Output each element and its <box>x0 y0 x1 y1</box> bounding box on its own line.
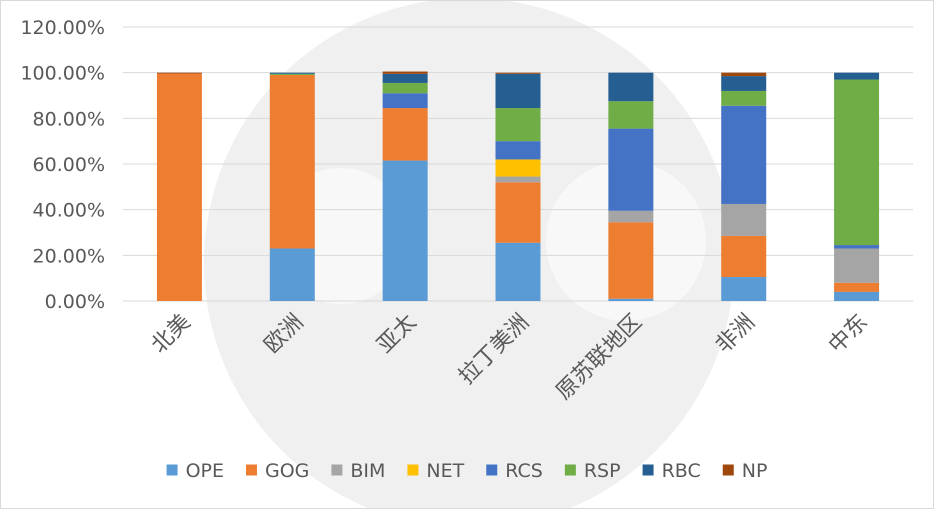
legend-swatch-net <box>407 464 419 476</box>
bar-segment-np <box>382 71 428 74</box>
bar-segment-np <box>156 72 202 74</box>
watermark-logo <box>204 0 734 512</box>
legend-label-rcs: RCS <box>505 460 543 482</box>
bar-segment-rsp <box>834 79 880 246</box>
legend-swatch-bim <box>331 464 343 476</box>
legend-swatch-np <box>722 464 734 476</box>
bar-segment-gog <box>495 182 541 243</box>
x-tick-label: 中东 <box>824 310 873 359</box>
y-axis-tick-labels: 0.00% 20.00% 40.00% 60.00% 80.00% 100.00% 120.… <box>20 17 105 313</box>
bar-segment-rsp <box>382 82 428 94</box>
bar-segment-ope <box>269 248 315 301</box>
bar-segment-bim <box>495 176 541 183</box>
bar-segment-ope <box>382 160 428 301</box>
bar-segment-gog <box>834 282 880 292</box>
bar-segment-np <box>495 72 541 74</box>
bar-segment-np <box>721 72 767 77</box>
bar-segment-gog <box>156 73 202 301</box>
legend-label-gog: GOG <box>265 460 309 482</box>
bar-segment-ope <box>834 291 880 301</box>
bar-segment-bim <box>834 248 880 283</box>
legend-label-ope: OPE <box>186 460 224 482</box>
legend-label-net: NET <box>426 460 464 482</box>
bars <box>156 71 880 301</box>
legend-swatch-gog <box>245 464 257 476</box>
bar-segment-ope <box>721 277 767 301</box>
y-tick-label: 0.00% <box>45 291 105 313</box>
legend-label-bim: BIM <box>350 460 385 482</box>
y-tick-label: 40.00% <box>33 200 105 222</box>
bar-segment-gog <box>382 108 428 161</box>
legend-label-rsp: RSP <box>584 460 621 482</box>
bar-segment-bim <box>721 203 767 236</box>
bar-segment-rbc <box>495 73 541 109</box>
bar-segment-rcs <box>495 141 541 160</box>
legend-label-np: NP <box>742 460 768 482</box>
y-tick-label: 120.00% <box>20 17 105 39</box>
bar-segment-rsp <box>495 108 541 142</box>
bar-segment-gog <box>608 222 654 299</box>
bar-segment-ope <box>608 298 654 301</box>
bar-segment-rsp <box>608 101 654 129</box>
legend-swatch-ope <box>166 464 178 476</box>
bar-segment-rbc <box>269 72 315 74</box>
legend: OPE GOG BIM NET RCS RSP RBC NP <box>166 460 768 482</box>
bar-segment-rbc <box>834 72 880 80</box>
y-tick-label: 20.00% <box>33 245 105 267</box>
bar-segment-rcs <box>834 245 880 249</box>
bar-segment-rbc <box>721 76 767 91</box>
bar-segment-rbc <box>608 72 654 102</box>
x-tick-label: 北美 <box>147 310 196 359</box>
y-tick-label: 100.00% <box>20 63 105 85</box>
bar-segment-rcs <box>608 128 654 211</box>
legend-label-rbc: RBC <box>662 460 701 482</box>
legend-swatch-rcs <box>486 464 498 476</box>
bar-segment-rcs <box>382 93 428 109</box>
bar-segment-gog <box>269 74 315 249</box>
bar-segment-gog <box>721 235 767 278</box>
bar-segment-net <box>495 159 541 177</box>
bar-segment-ope <box>495 242 541 301</box>
y-tick-label: 80.00% <box>33 108 105 130</box>
bar-segment-rsp <box>721 90 767 106</box>
bar-segment-rsp <box>269 73 315 75</box>
legend-swatch-rbc <box>642 464 654 476</box>
bar-segment-rcs <box>721 105 767 204</box>
y-tick-label: 60.00% <box>33 154 105 176</box>
legend-swatch-rsp <box>564 464 576 476</box>
bar-segment-rbc <box>382 73 428 83</box>
bar-segment-bim <box>608 210 654 223</box>
